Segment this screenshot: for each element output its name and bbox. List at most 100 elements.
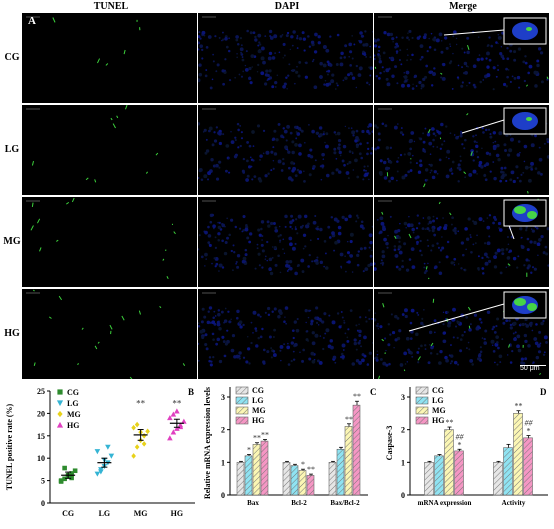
legend-label-lg: LG	[67, 399, 79, 408]
legend-swatch-cg	[235, 386, 249, 395]
legend-label-hg: HG	[67, 421, 79, 430]
x-tick-label: LG	[99, 509, 111, 518]
y-tick-label: 10	[37, 454, 45, 463]
data-point-cg	[69, 471, 74, 476]
y-tick-label: 0	[221, 491, 225, 500]
legend-label-mg: MG	[252, 406, 266, 415]
legend-label-hg: HG	[252, 416, 264, 425]
micrograph-tunel-mg	[22, 197, 197, 287]
legend-swatch-hg	[415, 416, 429, 425]
significance-mark: **	[136, 399, 146, 409]
bar-mg	[444, 429, 454, 496]
y-axis-label: TUNEL positive rate (%)	[5, 403, 14, 490]
micrograph-dapi-hg	[198, 289, 373, 379]
bar-lg	[434, 455, 444, 496]
column-header-merge: Merge	[449, 1, 477, 12]
significance-mark: *	[247, 445, 251, 454]
bar-cg	[493, 462, 503, 496]
legend-marker-lg	[56, 400, 64, 407]
legend-label-lg: LG	[252, 396, 264, 405]
row-label-mg: MG	[3, 236, 21, 247]
bar-lg	[290, 465, 299, 496]
bar-mg	[344, 426, 353, 496]
legend-label-cg: CG	[67, 388, 79, 397]
significance-mark: **	[353, 392, 361, 401]
panel-label-b: B	[188, 387, 194, 397]
data-point-lg	[105, 444, 111, 450]
data-point-hg	[170, 411, 177, 417]
data-point-mg	[141, 441, 147, 447]
data-point-cg	[62, 465, 67, 471]
data-point-lg	[108, 453, 115, 459]
panel-label-a: A	[28, 15, 36, 27]
data-point-mg	[134, 421, 140, 428]
panel-label-c: C	[370, 387, 377, 397]
micrograph-merge-hg	[374, 289, 549, 379]
bar-hg	[306, 475, 315, 496]
x-tick-label: Activity	[502, 499, 526, 507]
bar-hg	[523, 437, 533, 496]
data-point-hg	[167, 435, 173, 441]
legend-marker-hg	[56, 421, 64, 428]
data-point-hg	[167, 415, 173, 421]
y-tick-label: 1	[221, 458, 225, 467]
y-tick-label: 2	[221, 426, 225, 435]
significance-mark: **	[307, 465, 315, 474]
bar-cg	[282, 462, 291, 496]
y-axis-label: Relative mRNA expression levels	[203, 387, 212, 499]
x-tick-label: mRNA expression	[418, 499, 472, 507]
row-label-lg: LG	[4, 144, 20, 155]
data-point-lg	[94, 449, 101, 455]
data-point-mg	[131, 453, 136, 459]
legend-label-lg: LG	[432, 396, 444, 405]
legend-swatch-lg	[415, 396, 429, 405]
bar-cg	[236, 462, 245, 496]
column-header-dapi: DAPI	[274, 1, 300, 12]
chart-b-tunel-rate: 0 5 10 15 20 25 TUNEL positive rate (%) CG LG MG *…	[5, 387, 195, 518]
data-point-cg	[72, 468, 78, 474]
data-point-lg	[98, 469, 104, 475]
legend-swatch-hg	[235, 416, 249, 425]
bar-lg	[244, 455, 253, 496]
data-point-mg	[134, 444, 140, 450]
micrograph-tunel-cg	[22, 13, 197, 103]
y-tick-label: 3	[221, 393, 225, 402]
data-point-cg	[58, 478, 64, 483]
y-tick-label: 3	[401, 393, 405, 402]
legend-swatch-cg	[415, 386, 429, 395]
y-tick-label: 15	[37, 432, 45, 441]
data-point-hg	[174, 425, 180, 431]
legend-swatch-mg	[235, 406, 249, 415]
legend-label-mg: MG	[67, 410, 81, 419]
significance-mark: *	[301, 460, 305, 469]
legend-marker-mg	[57, 410, 63, 418]
y-tick-label: 0	[41, 499, 45, 508]
significance-mark-hash: ##	[456, 432, 465, 441]
bar-hg	[352, 404, 361, 496]
significance-mark: **	[446, 418, 454, 427]
micrograph-merge-mg	[374, 197, 549, 287]
scale-bar-label: 50 μm	[520, 365, 540, 372]
x-tick-label: HG	[171, 509, 183, 518]
y-tick-label: 20	[37, 409, 45, 418]
bar-lg	[336, 448, 345, 496]
bar-lg	[503, 447, 513, 496]
significance-mark: *	[527, 427, 531, 436]
bar-cg	[424, 462, 434, 496]
y-tick-label: 25	[37, 387, 45, 396]
data-point-hg	[177, 424, 184, 430]
significance-mark: *	[458, 440, 462, 449]
significance-mark: **	[345, 415, 353, 424]
y-axis-label: Caspase-3	[385, 426, 394, 461]
micrograph-merge-lg	[374, 105, 549, 195]
micrograph-dapi-mg	[198, 197, 373, 287]
y-tick-label: 0	[401, 491, 405, 500]
data-point-lg	[94, 471, 101, 477]
column-header-tunel: TUNEL	[93, 1, 129, 12]
significance-mark-hash: ##	[525, 419, 534, 428]
micrograph-tunel-hg	[22, 289, 197, 379]
row-label-cg: CG	[4, 52, 20, 63]
x-tick-label: CG	[62, 509, 74, 518]
bar-mg	[513, 413, 523, 496]
